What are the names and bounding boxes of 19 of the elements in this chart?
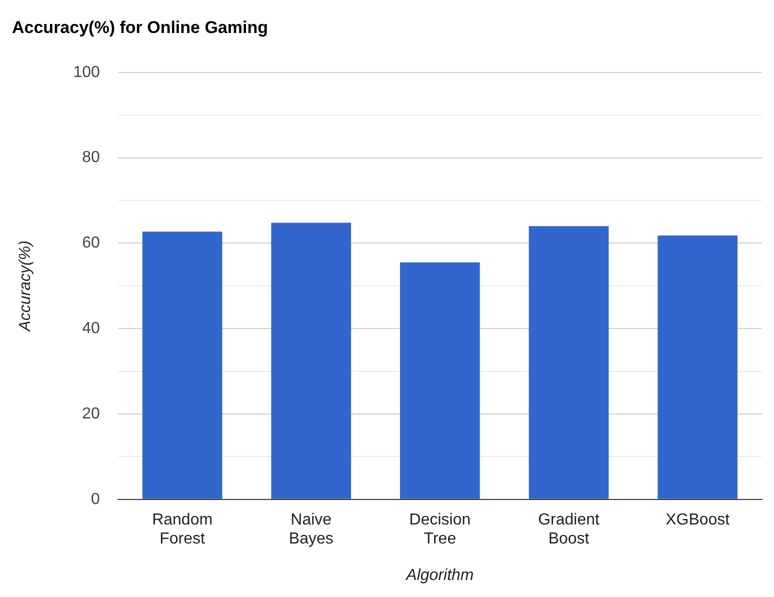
x-tick-label: XGBoost [666,511,730,528]
x-tick-label: Gradient Boost [538,511,600,548]
y-tick-label: 100 [73,64,100,81]
y-tick-label: 0 [90,490,100,508]
bar [400,262,480,499]
x-tick-label: Naive Bayes [288,511,334,548]
y-tick-label: 60 [82,234,100,252]
y-tick-label: 40 [82,320,100,338]
bar [658,236,738,499]
y-axis-title: Accuracy(%) [17,240,34,332]
chart-title: Accuracy(%) for Online Gaming [12,18,268,37]
y-tick-label: 20 [82,405,100,422]
x-axis-title: Algorithm [405,566,474,584]
x-tick-label: Decision Tree [409,511,471,548]
x-tick-label: Random Forest [152,511,213,548]
bar [271,222,352,499]
bar [142,232,222,499]
bar [528,226,609,499]
y-tick-label: 80 [82,149,100,166]
